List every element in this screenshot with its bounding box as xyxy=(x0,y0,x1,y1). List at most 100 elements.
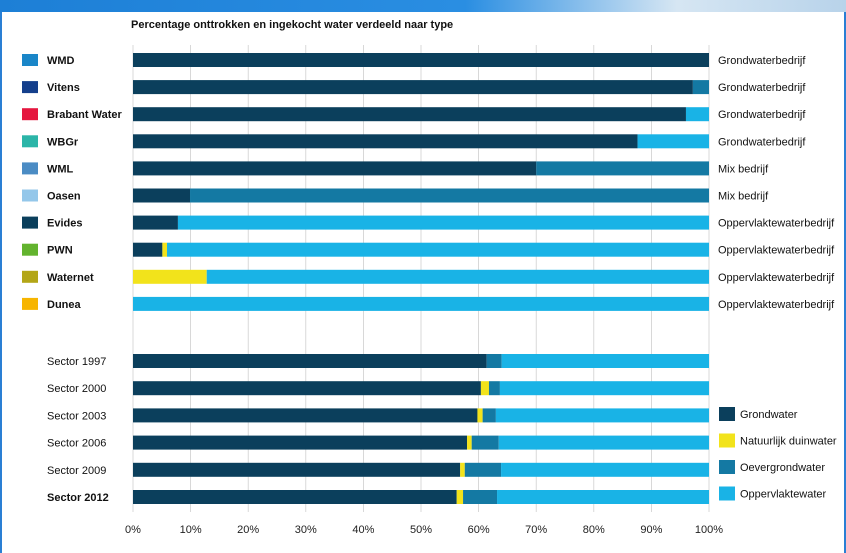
company-label: WMD xyxy=(47,55,75,67)
legend-swatch xyxy=(719,460,735,474)
company-type-label: Oppervlaktewaterbedrijf xyxy=(718,218,835,230)
bar-segment-oevergrondwater xyxy=(463,490,498,504)
company-swatch xyxy=(22,189,38,202)
series-legend: Grondwater Natuurlijk duinwater Oevergrond… xyxy=(719,407,837,501)
x-tick-label: 0% xyxy=(125,524,141,536)
legend-swatch xyxy=(719,433,735,448)
company-type-label: Oppervlaktewaterbedrijf xyxy=(718,272,835,284)
company-swatch xyxy=(22,162,38,175)
company-swatch xyxy=(22,243,38,256)
bar-segment-natuurlijk-duinwater xyxy=(162,242,167,257)
sector-label: Sector 2009 xyxy=(47,465,106,477)
bar-segment-oppervlaktewater xyxy=(685,107,709,122)
company-label: Waternet xyxy=(47,272,94,284)
bar-segment-grondwater xyxy=(133,462,461,477)
company-label: Vitens xyxy=(47,82,80,94)
bar-segment-grondwater xyxy=(133,242,163,257)
company-label: Evides xyxy=(47,218,82,230)
company-swatch xyxy=(22,216,38,229)
row-labels: WMD Grondwaterbedrijf Vitens Grondwaterbedr… xyxy=(22,54,835,504)
company-label: WML xyxy=(47,163,74,175)
company-swatch xyxy=(22,135,38,148)
bar-segment-oppervlaktewater xyxy=(499,381,709,396)
x-tick-label: 80% xyxy=(583,524,605,536)
sector-label: Sector 2003 xyxy=(47,410,106,422)
bar-segment-oevergrondwater xyxy=(482,408,496,423)
bar-segment-oppervlaktewater xyxy=(206,269,709,284)
company-type-label: Grondwaterbedrijf xyxy=(718,136,806,148)
bar-segment-natuurlijk-duinwater xyxy=(460,462,465,477)
bar-segment-grondwater xyxy=(133,53,709,67)
chart-title: Percentage onttrokken en ingekocht water… xyxy=(131,19,453,31)
company-type-label: Mix bedrijf xyxy=(718,191,769,203)
company-label: Dunea xyxy=(47,299,82,311)
bar-segment-grondwater xyxy=(133,408,478,423)
company-swatch xyxy=(22,270,38,283)
bars-group xyxy=(133,53,710,504)
sector-label: Sector 1997 xyxy=(47,356,106,368)
bar-segment-grondwater xyxy=(133,188,191,203)
bar-segment-oevergrondwater xyxy=(692,80,709,95)
company-swatch xyxy=(22,108,38,121)
bar-segment-natuurlijk-duinwater xyxy=(456,490,464,504)
company-type-label: Oppervlaktewaterbedrijf xyxy=(718,245,835,257)
x-tick-label: 70% xyxy=(525,524,547,536)
legend-label: Oppervlaktewater xyxy=(740,489,827,501)
bar-segment-grondwater xyxy=(133,435,468,450)
bar-segment-natuurlijk-duinwater xyxy=(133,269,207,284)
bar-segment-oppervlaktewater xyxy=(497,490,709,504)
company-label: Brabant Water xyxy=(47,109,122,121)
legend-label: Grondwater xyxy=(740,409,798,421)
company-label: Oasen xyxy=(47,191,81,203)
bar-segment-natuurlijk-duinwater xyxy=(467,435,472,450)
bar-segment-grondwater xyxy=(133,215,178,230)
x-tick-label: 20% xyxy=(237,524,259,536)
bar-segment-grondwater xyxy=(133,381,481,396)
bar-segment-oevergrondwater xyxy=(471,435,499,450)
header-band xyxy=(0,0,846,12)
legend-swatch xyxy=(719,407,735,421)
bar-segment-oevergrondwater xyxy=(190,188,710,203)
legend-label: Natuurlijk duinwater xyxy=(740,436,837,448)
x-tick-label: 100% xyxy=(695,524,723,536)
sector-label: Sector 2012 xyxy=(47,492,109,504)
company-swatch xyxy=(22,297,38,310)
company-label: PWN xyxy=(47,245,73,257)
company-type-label: Mix bedrijf xyxy=(718,163,769,175)
bar-segment-grondwater xyxy=(133,490,457,504)
bar-segment-grondwater xyxy=(133,161,537,176)
bar-segment-oevergrondwater xyxy=(464,462,502,477)
x-tick-label: 30% xyxy=(295,524,317,536)
x-tick-label: 90% xyxy=(640,524,662,536)
x-axis: 0% 10% 20% 30% 40% 50% 60% 70% 80% 90% 100% xyxy=(125,524,723,536)
bar-segment-natuurlijk-duinwater xyxy=(477,408,483,423)
company-type-label: Grondwaterbedrijf xyxy=(718,109,806,121)
bar-segment-oppervlaktewater xyxy=(177,215,710,230)
company-type-label: Grondwaterbedrijf xyxy=(718,55,806,67)
bar-segment-oppervlaktewater xyxy=(501,354,709,368)
company-swatch xyxy=(22,54,38,66)
bar-segment-oppervlaktewater xyxy=(495,408,709,423)
bar-segment-oppervlaktewater xyxy=(133,296,709,311)
bar-segment-oppervlaktewater xyxy=(637,134,709,149)
bar-segment-oevergrondwater xyxy=(536,161,709,176)
bar-segment-oevergrondwater xyxy=(486,354,502,368)
company-swatch xyxy=(22,81,38,94)
x-tick-label: 60% xyxy=(468,524,490,536)
legend-swatch xyxy=(719,486,735,501)
company-type-label: Oppervlaktewaterbedrijf xyxy=(718,299,835,311)
bar-segment-grondwater xyxy=(133,354,487,368)
bar-segment-oppervlaktewater xyxy=(166,242,709,257)
x-tick-label: 50% xyxy=(410,524,432,536)
sector-label: Sector 2006 xyxy=(47,438,106,450)
bar-segment-natuurlijk-duinwater xyxy=(480,381,489,396)
bar-segment-oppervlaktewater xyxy=(498,435,709,450)
bar-segment-grondwater xyxy=(133,80,693,95)
bar-segment-oevergrondwater xyxy=(488,381,500,396)
x-tick-label: 40% xyxy=(352,524,374,536)
company-label: WBGr xyxy=(47,136,79,148)
legend-label: Oevergrondwater xyxy=(740,462,825,474)
bar-segment-oppervlaktewater xyxy=(501,462,709,477)
